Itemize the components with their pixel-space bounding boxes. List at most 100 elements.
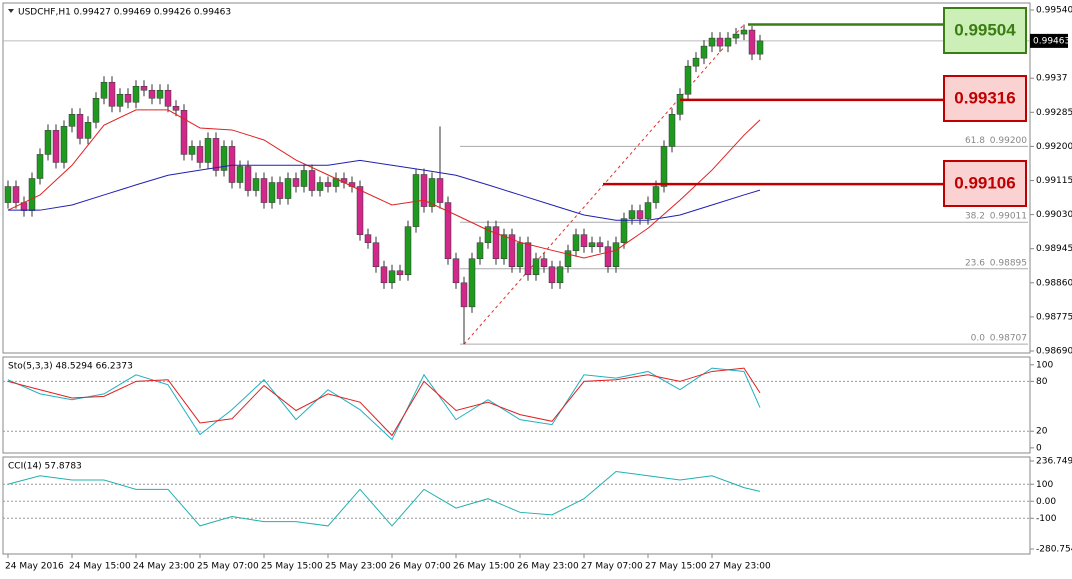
y-tick-label: 0.99030 (1036, 210, 1072, 220)
candle-body (516, 242, 524, 268)
x-tick-label: 24 May 15:00 (69, 562, 131, 572)
candle-body (196, 146, 204, 163)
last-price-label: 0.99463 (1033, 36, 1070, 46)
candle-body (180, 110, 188, 155)
candle-body (164, 89, 172, 107)
candle-body (124, 93, 132, 103)
y-tick-label: 0.99115 (1036, 176, 1072, 186)
candle-body (108, 81, 116, 107)
candle-body (564, 250, 572, 268)
candle-body (52, 130, 60, 163)
candle-body (548, 266, 556, 284)
candle-body (12, 186, 20, 203)
y-tick-label: 236.7498 (1036, 457, 1072, 467)
candle-body (388, 270, 396, 284)
candle-body (692, 57, 700, 67)
candle-body (484, 226, 492, 243)
candle-body (212, 138, 220, 171)
candle-body (132, 85, 140, 103)
last-price-box (1030, 33, 1068, 48)
candle-body (476, 242, 484, 259)
candle-body (524, 242, 532, 276)
y-tick-label: 0.99285 (1036, 108, 1072, 118)
x-tick-label: 26 May 07:00 (389, 562, 451, 572)
candle-body (172, 106, 180, 111)
x-tick-label: 26 May 15:00 (453, 562, 515, 572)
candle-body (380, 266, 388, 284)
candle-body (308, 170, 316, 191)
candle-body (300, 170, 308, 187)
candle-body (284, 178, 292, 199)
candle-body (188, 146, 196, 155)
x-tick-label: 24 May 23:00 (133, 562, 195, 572)
candle-body (532, 258, 540, 276)
indicator-title: CCI(14) 57.8783 (8, 462, 82, 472)
fib-ratio: 0.0 (971, 334, 986, 344)
candle-body (508, 234, 516, 268)
candle-body (740, 29, 748, 35)
candle-body (356, 186, 364, 235)
level-box (943, 75, 1027, 122)
fib-ratio: 38.2 (965, 212, 985, 222)
candle-body (500, 234, 508, 259)
x-tick-label: 24 May 2016 (5, 562, 64, 572)
y-tick-label: 20 (1036, 427, 1048, 437)
candle-body (100, 81, 108, 99)
candle-body (36, 154, 44, 179)
candle-body (668, 114, 676, 147)
y-tick-label: 100 (1036, 480, 1053, 490)
candle-body (92, 98, 100, 123)
main-panel (2, 2, 1031, 354)
y-tick-label: 80 (1036, 377, 1048, 387)
candle-body (628, 210, 636, 219)
candle-body (604, 246, 612, 268)
candle-body (644, 202, 652, 219)
candle-body (444, 202, 452, 259)
candle-body (684, 65, 692, 95)
candle-body (364, 234, 372, 243)
level-box (943, 160, 1027, 207)
candle-body (244, 166, 252, 191)
candle-body (44, 130, 52, 155)
candle-body (636, 210, 644, 219)
candle-body (84, 122, 92, 139)
candle-body (452, 258, 460, 284)
candle-body (252, 178, 260, 191)
level-label: 0.99106 (954, 173, 1015, 192)
y-tick-label: 0.98860 (1036, 278, 1072, 288)
candle-body (756, 40, 764, 55)
y-tick-label: 0.99200 (1036, 142, 1072, 152)
y-tick-label: 100 (1036, 360, 1053, 370)
candle-body (572, 234, 580, 251)
candle-body (588, 242, 596, 247)
fib-price: 0.99200 (990, 136, 1027, 146)
y-tick-label: 0.98775 (1036, 312, 1072, 322)
candle-body (428, 178, 436, 207)
candle-body (708, 37, 716, 47)
candle-body (596, 242, 604, 247)
candle-body (540, 258, 548, 268)
candle-body (420, 174, 428, 207)
level-box (943, 7, 1027, 54)
candle-body (372, 242, 380, 268)
candle-body (148, 89, 156, 99)
candle-body (652, 186, 660, 203)
y-tick-label: -100 (1036, 514, 1057, 524)
level-label: 0.99504 (954, 20, 1016, 39)
candle-body (660, 146, 668, 187)
indicator-line (7, 470, 761, 527)
candle-body (716, 37, 724, 47)
candle-body (68, 114, 76, 127)
moving-average (8, 159, 761, 221)
fib-price: 0.98895 (990, 258, 1027, 268)
indicator-line (7, 367, 761, 437)
candle-body (404, 226, 412, 276)
candle-body (460, 282, 468, 308)
y-tick-label: 0.98690 (1036, 347, 1072, 357)
y-tick-label: 0.99540 (1036, 6, 1072, 16)
y-tick-label: 0.98945 (1036, 244, 1072, 254)
candle-body (268, 182, 276, 203)
candle-body (316, 182, 324, 191)
candle-body (724, 37, 732, 47)
